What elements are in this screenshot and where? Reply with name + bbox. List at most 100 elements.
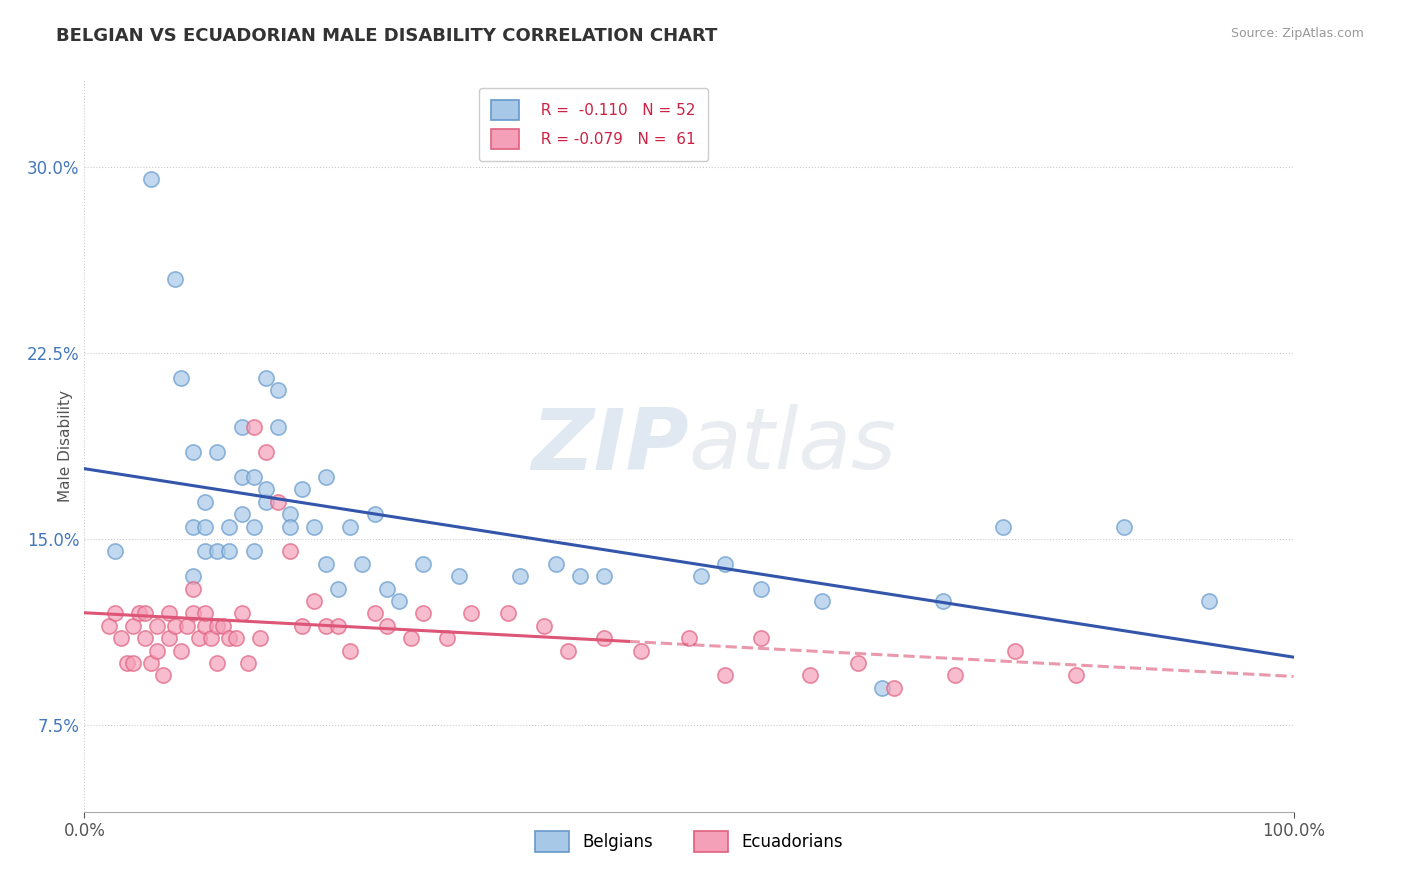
Point <box>291 619 314 633</box>
Point <box>302 519 325 533</box>
Point <box>278 519 301 533</box>
Point <box>509 569 531 583</box>
Point <box>254 495 277 509</box>
Point <box>110 631 132 645</box>
Point <box>449 569 471 583</box>
Point <box>375 582 398 596</box>
Point <box>115 656 138 670</box>
Point <box>146 643 169 657</box>
Point <box>883 681 905 695</box>
Point <box>328 582 350 596</box>
Point <box>533 619 555 633</box>
Point <box>352 557 374 571</box>
Point <box>714 668 737 682</box>
Point <box>846 656 869 670</box>
Point <box>181 519 204 533</box>
Point <box>375 619 398 633</box>
Point <box>165 619 187 633</box>
Point <box>254 483 277 497</box>
Point <box>315 470 337 484</box>
Point <box>236 656 259 670</box>
Point <box>242 544 264 558</box>
Point <box>157 631 180 645</box>
Point <box>218 631 240 645</box>
Point <box>242 420 264 434</box>
Point <box>932 594 955 608</box>
Point <box>181 445 204 459</box>
Point <box>121 619 143 633</box>
Point <box>363 507 385 521</box>
Point <box>278 544 301 558</box>
Point <box>139 656 162 670</box>
Point <box>194 619 217 633</box>
Point <box>134 607 156 621</box>
Y-axis label: Male Disability: Male Disability <box>58 390 73 502</box>
Point <box>1198 594 1220 608</box>
Point <box>678 631 700 645</box>
Point <box>302 594 325 608</box>
Point <box>751 631 773 645</box>
Point <box>328 619 350 633</box>
Point <box>557 643 579 657</box>
Point <box>412 557 434 571</box>
Point <box>254 445 277 459</box>
Point <box>412 607 434 621</box>
Point <box>436 631 458 645</box>
Text: atlas: atlas <box>689 404 897 488</box>
Point <box>231 420 253 434</box>
Point <box>97 619 120 633</box>
Point <box>993 519 1015 533</box>
Point <box>267 495 290 509</box>
Point <box>544 557 567 571</box>
Point <box>278 507 301 521</box>
Point <box>291 483 314 497</box>
Point <box>593 569 616 583</box>
Point <box>254 371 277 385</box>
Point <box>212 619 235 633</box>
Point <box>170 371 193 385</box>
Point <box>139 172 162 186</box>
Point <box>134 631 156 645</box>
Point <box>231 470 253 484</box>
Point <box>339 643 361 657</box>
Point <box>176 619 198 633</box>
Point <box>128 607 150 621</box>
Point <box>218 544 240 558</box>
Point <box>231 607 253 621</box>
Point <box>1114 519 1136 533</box>
Point <box>569 569 592 583</box>
Point <box>181 582 204 596</box>
Point <box>152 668 174 682</box>
Point <box>242 519 264 533</box>
Point <box>690 569 713 583</box>
Point <box>194 519 217 533</box>
Point <box>714 557 737 571</box>
Point <box>188 631 211 645</box>
Point <box>181 569 204 583</box>
Text: ZIP: ZIP <box>531 404 689 488</box>
Point <box>1004 643 1026 657</box>
Point <box>194 544 217 558</box>
Point <box>267 383 290 397</box>
Point <box>200 631 222 645</box>
Point <box>104 544 127 558</box>
Point <box>363 607 385 621</box>
Point <box>460 607 482 621</box>
Point <box>242 470 264 484</box>
Point <box>170 643 193 657</box>
Point <box>157 607 180 621</box>
Point <box>399 631 422 645</box>
Point <box>225 631 247 645</box>
Point <box>146 619 169 633</box>
Point <box>194 495 217 509</box>
Point <box>194 607 217 621</box>
Point <box>943 668 966 682</box>
Point <box>593 631 616 645</box>
Point <box>165 271 187 285</box>
Point <box>231 507 253 521</box>
Point <box>181 607 204 621</box>
Point <box>1064 668 1087 682</box>
Point <box>207 544 229 558</box>
Point <box>207 445 229 459</box>
Point <box>799 668 821 682</box>
